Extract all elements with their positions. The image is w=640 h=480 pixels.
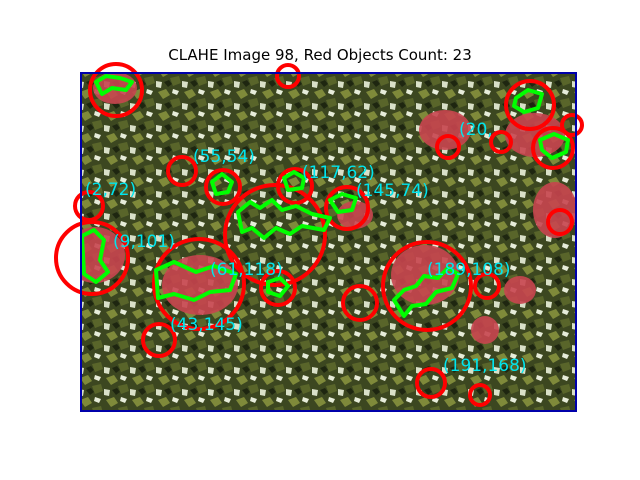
contour <box>392 266 460 318</box>
detection-circle <box>468 383 492 407</box>
detection-circle <box>324 185 370 231</box>
contour <box>328 192 358 214</box>
image-frame <box>80 72 577 412</box>
contour <box>210 172 234 196</box>
apples <box>81 73 576 344</box>
detection-circle <box>73 190 105 222</box>
detection-circle <box>259 269 297 307</box>
detection-circle <box>531 126 575 170</box>
detection-circle <box>560 113 584 137</box>
detection-circle <box>504 79 556 131</box>
detection-label: (61,118) <box>210 260 283 280</box>
contour <box>154 260 238 302</box>
contours <box>80 74 570 318</box>
detection-label: (117,62) <box>302 163 375 183</box>
detection-label: (55,54) <box>193 147 255 167</box>
detection-circle <box>88 62 144 118</box>
detection-circle <box>141 322 177 358</box>
detection-circle <box>54 220 130 296</box>
figure-title: CLAHE Image 98, Red Objects Count: 23 <box>168 46 472 64</box>
detection-label: (191,168) <box>443 356 527 376</box>
detection-circle <box>152 237 246 331</box>
detection-circle <box>435 134 461 160</box>
contour <box>512 88 544 114</box>
contour <box>282 170 306 192</box>
detection-circle <box>415 367 447 399</box>
contour <box>266 276 290 298</box>
contour <box>94 74 134 96</box>
contour <box>538 132 570 160</box>
detection-circle <box>381 240 473 332</box>
contour <box>80 228 110 284</box>
detection-label: (189,108) <box>427 260 511 280</box>
detection-label: (9,101) <box>113 232 175 252</box>
detection-circle <box>275 63 301 89</box>
detection-circles <box>54 62 584 407</box>
detection-circle <box>204 168 242 206</box>
detection-circle <box>473 272 501 300</box>
detection-label: (20, <box>459 120 493 140</box>
detection-circle <box>489 130 513 154</box>
detection-labels: (55,54) (117,62) (145,74) (2,72) (9,101)… <box>85 120 527 376</box>
detection-label: (43,145) <box>170 315 243 335</box>
detection-label: (145,74) <box>356 181 429 201</box>
detection-label: (2,72) <box>85 180 136 200</box>
detection-circle <box>546 208 574 236</box>
contour <box>236 198 332 240</box>
detection-circle <box>166 155 198 187</box>
detection-circle <box>223 183 327 287</box>
detection-circle <box>341 284 379 322</box>
